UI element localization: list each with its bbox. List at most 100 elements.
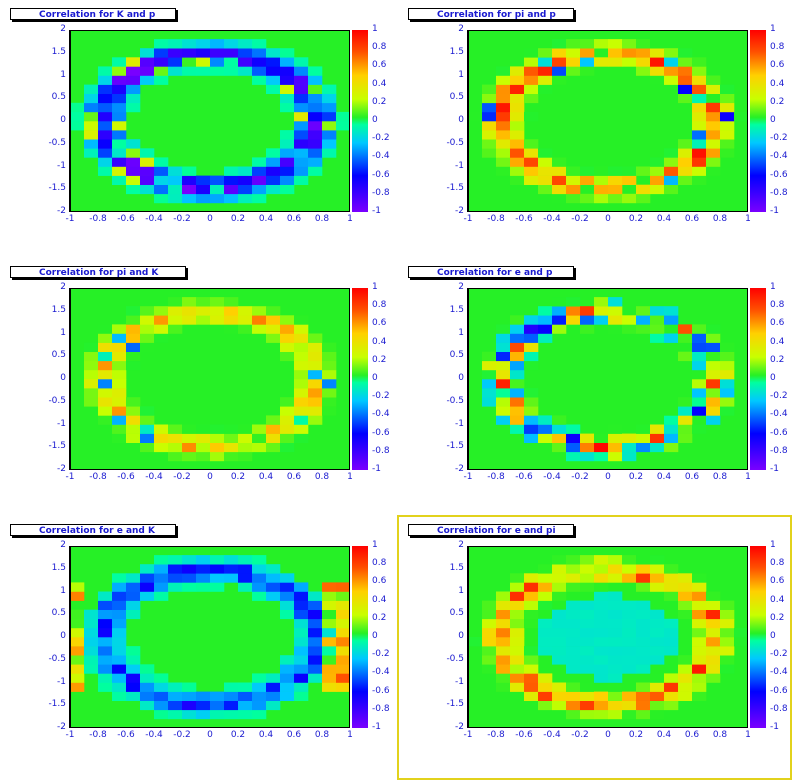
heatmap-cell: [580, 442, 595, 453]
heatmap-area[interactable]: [70, 288, 350, 470]
heatmap-cell: [196, 66, 211, 76]
chart-panel-3[interactable]: Correlation for pi and K 2 1.5 1 0.5 0 -0.5 -1-…: [0, 258, 398, 516]
heatmap-cell: [566, 664, 581, 674]
heatmap-cell: [608, 700, 623, 711]
heatmap-cell: [510, 573, 525, 583]
heatmap-cell: [692, 664, 707, 674]
heatmap-cell: [580, 166, 595, 176]
heatmap-cell: [692, 66, 707, 76]
heatmap-cell: [482, 388, 497, 398]
heatmap-cell: [636, 57, 651, 67]
heatmap-cell: [294, 84, 309, 94]
heatmap-cell: [280, 57, 295, 67]
heatmap-cell: [70, 664, 85, 674]
heatmap-cell: [636, 655, 651, 665]
heatmap-cell: [622, 442, 637, 453]
heatmap-cell: [280, 442, 295, 453]
heatmap-cell: [126, 424, 141, 434]
heatmap-cell: [594, 39, 609, 49]
heatmap-cell: [706, 591, 721, 601]
heatmap-cell: [538, 184, 553, 195]
heatmap-cell: [608, 709, 623, 720]
heatmap-cell: [636, 564, 651, 574]
heatmap-cell: [140, 48, 155, 58]
chart-panel-5[interactable]: Correlation for e and K 2 1.5 1 0.5 0 -0.5 -1 -1…: [0, 516, 398, 774]
heatmap-cell: [552, 415, 567, 425]
heatmap-cell: [496, 600, 511, 610]
heatmap-cell: [608, 555, 623, 565]
heatmap-area[interactable]: [70, 546, 350, 728]
heatmap-cell: [524, 691, 539, 701]
heatmap-cell: [706, 84, 721, 94]
heatmap-cell: [608, 691, 623, 701]
z-tick-label: 0.8: [372, 300, 387, 311]
chart-panel-2[interactable]: Correlation for pi and p 2 1.5 1 0.5 0 -0.5 -1-…: [398, 0, 796, 258]
chart-panel-4[interactable]: Correlation for e and p 2 1.5 1 0.5 0 -0.5 -1 -1…: [398, 258, 796, 516]
heatmap-cell: [720, 397, 735, 407]
heatmap-cell: [336, 637, 350, 647]
heatmap-cell: [182, 39, 197, 49]
heatmap-cell: [580, 709, 595, 720]
y-tick-label: 1: [458, 585, 464, 596]
heatmap-cell: [650, 333, 665, 343]
heatmap-cell: [524, 582, 539, 592]
heatmap-cell: [608, 175, 623, 185]
heatmap-cell: [168, 324, 183, 334]
heatmap-cell: [510, 66, 525, 76]
heatmap-cell: [98, 637, 113, 647]
heatmap-cell: [706, 342, 721, 352]
heatmap-area[interactable]: [468, 546, 748, 728]
heatmap-cell: [580, 664, 595, 674]
z-tick-label: -0.2: [372, 649, 390, 660]
heatmap-cell: [580, 691, 595, 701]
heatmap-cell: [636, 166, 651, 176]
heatmap-cell: [294, 415, 309, 425]
x-tick-label: -0.2: [571, 472, 589, 482]
heatmap-cell: [650, 591, 665, 601]
heatmap-cell: [140, 75, 155, 85]
heatmap-area[interactable]: [70, 30, 350, 212]
heatmap-cell: [238, 184, 253, 195]
heatmap-cell: [468, 111, 483, 122]
heatmap-cell: [608, 39, 623, 49]
heatmap-cell: [524, 57, 539, 67]
heatmap-cell: [580, 600, 595, 610]
heatmap-cell: [538, 48, 553, 58]
heatmap-cell: [126, 306, 141, 316]
heatmap-cell: [196, 700, 211, 711]
heatmap-cell: [706, 130, 721, 140]
chart-panel-6[interactable]: Correlation for e and pi 2 1.5 1 0.5 0 -0.5 -1-…: [397, 515, 796, 780]
heatmap-cell: [720, 664, 735, 674]
x-tick-label: 0.6: [684, 472, 700, 482]
chart-panel-1[interactable]: Correlation for K and p 2 1.5 1 0.5 0 -0.5 -1 -1…: [0, 0, 398, 258]
heatmap-cell: [294, 148, 309, 158]
heatmap-cell: [266, 682, 281, 692]
z-tick-label: 0: [770, 373, 776, 383]
heatmap-cell: [580, 306, 595, 316]
heatmap-cell: [552, 184, 567, 195]
x-tick-label: 0.8: [314, 730, 330, 740]
heatmap-cell: [294, 369, 309, 380]
heatmap-cell: [154, 591, 169, 601]
heatmap-cell: [706, 148, 721, 158]
z-tick-label: 0.4: [770, 336, 785, 347]
heatmap-cell: [678, 600, 693, 610]
heatmap-cell: [692, 618, 707, 629]
heatmap-cell: [112, 591, 127, 601]
x-tick-label: -0.6: [117, 214, 135, 224]
heatmap-cell: [294, 157, 309, 167]
heatmap-cell: [140, 442, 155, 453]
z-tick-label: -0.8: [372, 187, 390, 198]
heatmap-cell: [496, 646, 511, 656]
heatmap-cell: [496, 130, 511, 140]
heatmap-area[interactable]: [468, 288, 748, 470]
y-tick-label: 0: [458, 115, 464, 125]
heatmap-cell: [650, 609, 665, 620]
y-tick-label: -2: [455, 722, 464, 732]
heatmap-cell: [210, 39, 225, 49]
heatmap-cell: [524, 360, 539, 371]
heatmap-cell: [622, 48, 637, 58]
heatmap-area[interactable]: [468, 30, 748, 212]
heatmap-svg: [468, 30, 748, 212]
heatmap-cell: [566, 627, 581, 638]
